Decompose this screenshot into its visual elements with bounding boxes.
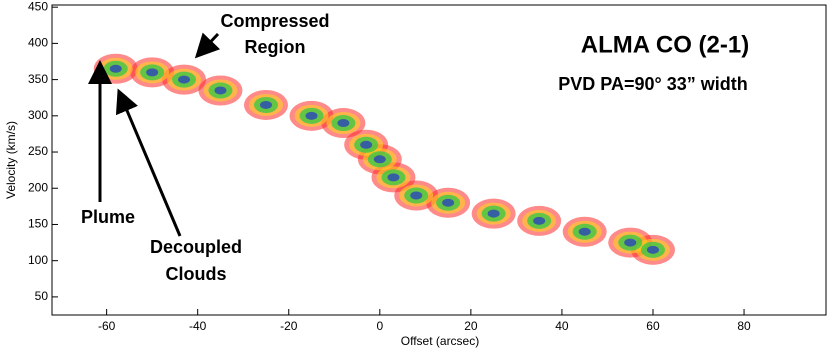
emission (646, 245, 659, 254)
x-axis-label: Offset (arcsec) (401, 334, 479, 348)
y-tick-label: 200 (28, 180, 48, 194)
annotation: Compressed (220, 11, 329, 31)
emission (178, 75, 191, 84)
emission (387, 173, 400, 182)
y-tick-label: 50 (35, 289, 49, 303)
arrow (194, 32, 221, 59)
x-tick-label: 60 (646, 319, 660, 333)
emission (146, 68, 159, 77)
emission (214, 86, 227, 95)
emission (533, 216, 546, 225)
y-tick-label: 450 (28, 0, 48, 13)
emission (442, 198, 455, 207)
x-tick-label: 20 (464, 319, 478, 333)
x-tick-label: 0 (376, 319, 383, 333)
emission (578, 227, 591, 236)
emission (259, 100, 272, 109)
annotation: Clouds (166, 264, 227, 284)
y-tick-label: 300 (28, 108, 48, 122)
annotation: Plume (81, 207, 135, 227)
annotation: Region (245, 37, 306, 57)
plot-frame (51, 4, 827, 316)
arrow (115, 88, 182, 237)
x-tick-label: 40 (555, 319, 569, 333)
emission (624, 238, 637, 247)
emission (305, 111, 318, 120)
chart-subtitle: PVD PA=90° 33” width (558, 74, 747, 94)
emission (487, 209, 500, 218)
emission (410, 191, 423, 200)
x-tick-label: 80 (737, 319, 751, 333)
annotation: Decoupled (150, 237, 242, 257)
x-tick-label: -60 (98, 319, 116, 333)
x-tick-label: -40 (189, 319, 207, 333)
x-tick-label: -20 (280, 319, 298, 333)
y-tick-label: 100 (28, 253, 48, 267)
y-tick-label: 250 (28, 144, 48, 158)
emission (373, 155, 386, 164)
y-tick-label: 150 (28, 217, 48, 231)
emission (109, 64, 122, 73)
y-tick-label: 350 (28, 72, 48, 86)
emission (337, 119, 350, 128)
chart-title: ALMA CO (2-1) (581, 31, 749, 58)
y-axis-label: Velocity (km/s) (4, 121, 18, 199)
y-tick-label: 400 (28, 36, 48, 50)
emission (360, 140, 373, 149)
